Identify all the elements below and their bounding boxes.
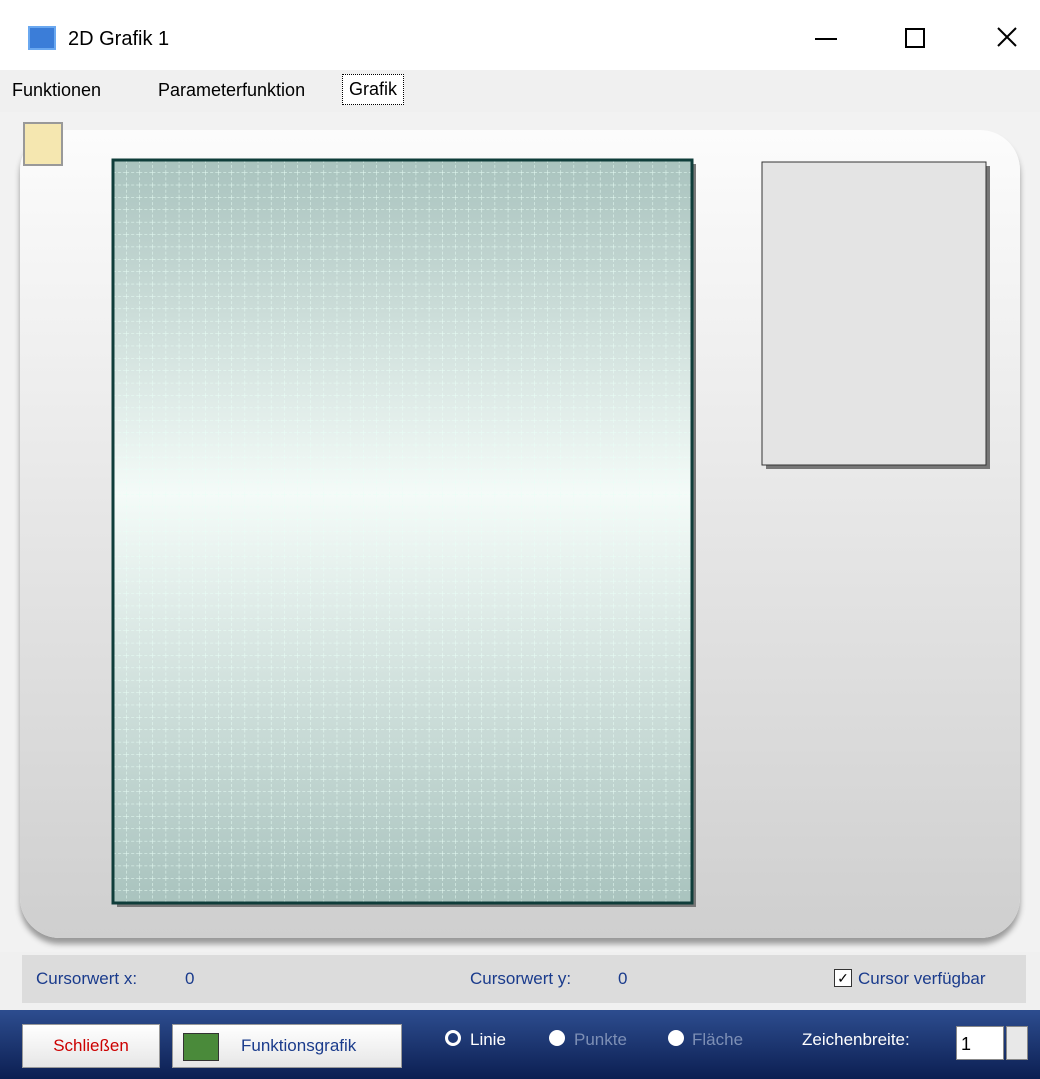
radio-label[interactable]: Fläche (692, 1030, 744, 1049)
graph-icon (183, 1033, 219, 1061)
radio[interactable] (549, 1030, 565, 1046)
chart (111, 158, 990, 907)
legend-box (761, 161, 987, 466)
title-bar: 2D Grafik 1 (0, 0, 1040, 70)
width-input[interactable]: 1 (956, 1026, 1004, 1060)
checkbox[interactable]: ✓ (834, 969, 852, 987)
status-label: Cursorwert y: (470, 969, 572, 988)
plot-border (111, 158, 694, 905)
tab[interactable]: Parameterfunktion (158, 80, 306, 100)
radio-label[interactable]: Linie (470, 1030, 506, 1049)
app-icon (28, 26, 56, 50)
tab-active[interactable]: Grafik (342, 74, 405, 105)
button-label: Funktionsgrafik (241, 1036, 357, 1055)
maximize-button[interactable] (905, 28, 925, 48)
minimize-button[interactable] (815, 38, 837, 40)
clipboard-button[interactable] (23, 122, 63, 166)
graph-button[interactable]: Funktionsgrafik (172, 1024, 402, 1068)
status-label: Cursorwert x: (36, 969, 138, 988)
status-bar: Cursorwert x: 0 Cursorwert y: 0 ✓ Cursor… (22, 955, 1026, 1003)
status-value: 0 (618, 969, 628, 988)
window-title: 2D Grafik 1 (68, 28, 170, 50)
close-button[interactable] (996, 26, 1018, 48)
minor-grid (113, 160, 692, 903)
close-window-button[interactable]: Schließen (22, 1024, 160, 1068)
spinner[interactable] (1006, 1026, 1028, 1060)
radio[interactable] (445, 1030, 461, 1046)
tab[interactable]: Funktionen (12, 80, 102, 100)
width-label: Zeichenbreite: (802, 1030, 910, 1049)
checkbox-label[interactable]: Cursor verfügbar (858, 969, 986, 988)
toolbar: Schließen Funktionsgrafik Linie Punkte F… (0, 1010, 1040, 1079)
radio-label[interactable]: Punkte (574, 1030, 627, 1049)
status-value: 0 (185, 969, 195, 988)
radio[interactable] (668, 1030, 684, 1046)
